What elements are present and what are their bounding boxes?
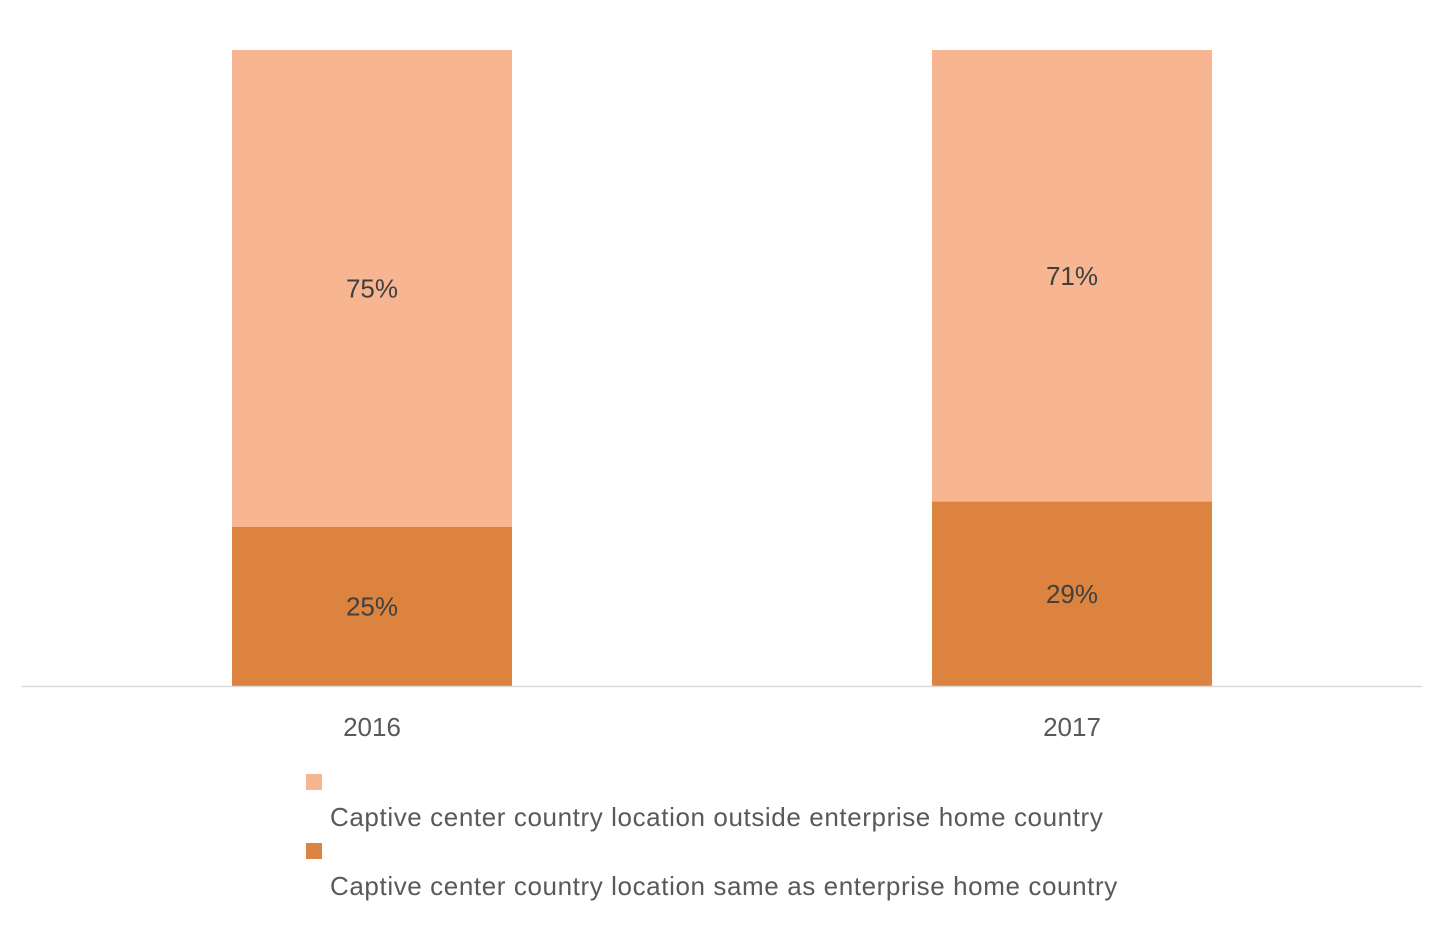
legend-label-same: Captive center country location same as … [330, 871, 1118, 901]
legend-label-outside: Captive center country location outside … [330, 802, 1104, 832]
bar-segment-2017-series-2 [932, 50, 1212, 502]
data-label-2017-series-1: 29% [1046, 579, 1098, 609]
legend: Captive center country location outside … [306, 770, 1206, 908]
bar-segment-2016-series-2 [232, 50, 512, 527]
data-label-2016-series-2: 75% [346, 274, 398, 304]
bar-segment-2017-series-1 [932, 501, 1212, 686]
x-tick-label-2017: 2017 [1043, 712, 1101, 742]
legend-swatch-outside [306, 774, 322, 790]
bar-segment-2016-series-1 [232, 527, 512, 686]
data-label-2016-series-1: 25% [346, 592, 398, 622]
bars-group: 25% 75% 29% 71% [232, 50, 1212, 686]
x-tick-label-2016: 2016 [343, 712, 401, 742]
legend-swatch-same [306, 843, 322, 859]
legend-item-outside: Captive center country location outside … [306, 770, 1206, 839]
x-tick-labels: 2016 2017 [343, 712, 1101, 742]
legend-item-same: Captive center country location same as … [306, 839, 1206, 908]
data-label-2017-series-2: 71% [1046, 261, 1098, 291]
